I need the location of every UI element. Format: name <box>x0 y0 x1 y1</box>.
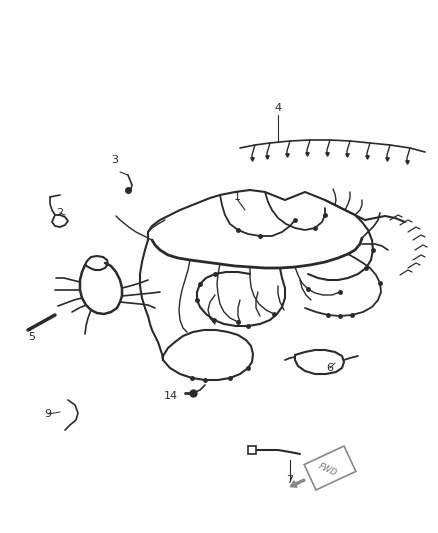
Text: 1: 1 <box>233 192 240 202</box>
Text: 3: 3 <box>112 155 119 165</box>
Text: FWD: FWD <box>317 462 339 478</box>
Text: 9: 9 <box>44 409 52 419</box>
Text: 4: 4 <box>275 103 282 113</box>
Text: 2: 2 <box>57 208 64 218</box>
Text: 14: 14 <box>164 391 178 401</box>
Text: 6: 6 <box>326 363 333 373</box>
FancyArrow shape <box>290 479 305 487</box>
Text: 7: 7 <box>286 475 293 485</box>
Text: 5: 5 <box>28 332 35 342</box>
Bar <box>304 446 356 490</box>
